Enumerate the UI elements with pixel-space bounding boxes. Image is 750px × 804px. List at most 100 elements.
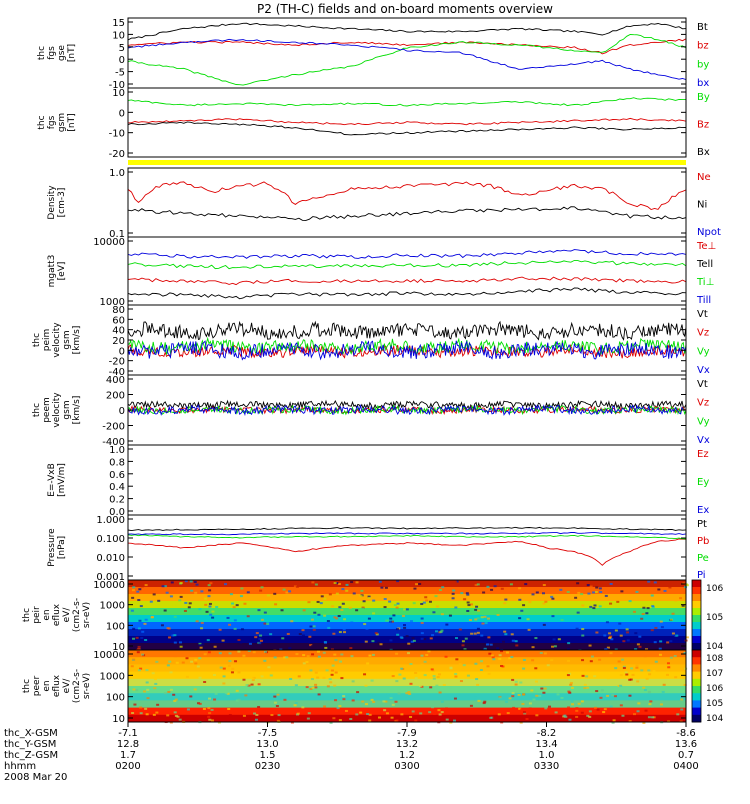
spectrogram-cell <box>568 672 572 675</box>
spectrogram-cell <box>547 705 551 708</box>
spectrogram-cell <box>345 583 349 586</box>
spectrogram-cell <box>590 622 594 625</box>
spectrogram-cell <box>438 588 442 591</box>
spectrogram-cell <box>140 636 144 639</box>
spectrogram-cell <box>523 712 527 715</box>
spectrogram-cell <box>172 603 176 606</box>
spectrogram-cell <box>363 673 367 676</box>
spectrogram-cell <box>208 602 212 605</box>
spectrogram-cell <box>139 605 143 608</box>
spectrogram-cell <box>581 604 585 607</box>
spectrogram-cell <box>209 582 213 585</box>
spectrogram-cell <box>420 621 424 624</box>
spectrogram-cell <box>381 644 385 647</box>
y-tick-label: 0.010 <box>96 553 125 564</box>
spectrogram-cell <box>349 717 353 720</box>
spectrogram-cell <box>575 715 579 718</box>
spectrogram-cell <box>658 689 662 692</box>
spectrogram-cell <box>466 601 470 604</box>
spectrogram-cell <box>408 692 412 695</box>
y-tick-label: -10 <box>109 80 125 91</box>
spectrogram-cell <box>338 705 342 708</box>
legend-Tell: Tell <box>696 259 713 270</box>
spectrogram-cell <box>282 588 286 591</box>
x-row-label: thc_Z-GSM <box>4 750 58 761</box>
spectrogram-cell <box>517 693 521 696</box>
spectrogram-cell <box>407 690 411 693</box>
spectrogram-cell <box>664 611 668 614</box>
spectrogram-cell <box>440 629 444 632</box>
spectrogram-cell <box>351 699 355 702</box>
spectrogram-cell <box>476 683 480 686</box>
spectrogram-cell <box>390 716 394 719</box>
x-tick-label: -7.1 <box>118 728 138 739</box>
spectrogram-cell <box>476 631 480 634</box>
spectrogram-cell <box>325 669 329 672</box>
y-axis-label-line: peir <box>32 606 42 624</box>
spectrogram-cell <box>400 667 404 670</box>
spectrogram-cell <box>616 600 620 603</box>
spectrogram-cell <box>606 694 610 697</box>
spectrogram-cell <box>283 698 287 701</box>
spectrogram-cell <box>503 602 507 605</box>
y-tick-label: 10 <box>112 642 125 653</box>
spectrogram-cell <box>259 589 263 592</box>
spectrogram-cell <box>335 582 339 585</box>
spectrogram-cell <box>557 638 561 641</box>
spectrogram-band <box>128 629 686 637</box>
spectrogram-cell <box>466 609 470 612</box>
y-tick-label: 10 <box>112 88 125 99</box>
spectrogram-cell <box>237 698 241 701</box>
spectrogram-cell <box>432 675 436 678</box>
spectrogram-cell <box>476 627 480 630</box>
spectrogram-cell <box>350 621 354 624</box>
spectrogram-cell <box>396 633 400 636</box>
spectrogram-cell <box>368 654 372 657</box>
spectrogram-cell <box>334 699 338 702</box>
y-axis-label-line: thc <box>32 403 42 417</box>
spectrogram-cell <box>610 638 614 641</box>
spectrogram-cell <box>131 596 135 599</box>
spectrogram-cell <box>490 588 494 591</box>
x-tick-label: 13.0 <box>256 739 278 750</box>
spectrogram-cell <box>683 683 687 686</box>
spectrogram-cell <box>185 675 189 678</box>
spectrogram-cell <box>543 652 547 655</box>
spectrogram-cell <box>470 632 474 635</box>
panel-frame <box>127 304 687 376</box>
spectrogram-cell <box>389 697 393 700</box>
spectrogram-cell <box>221 639 225 642</box>
spectrogram-cell <box>171 634 175 637</box>
spectrogram-cell <box>495 602 499 605</box>
spectrogram-cell <box>629 678 633 681</box>
spectrogram-cell <box>213 698 217 701</box>
spectrogram-cell <box>414 719 418 722</box>
spectrogram-cell <box>226 692 230 695</box>
spectrogram-cell <box>189 695 193 698</box>
y-axis-label: Density [cm-3] <box>47 185 67 220</box>
y-axis-label-line: (cm2-s- <box>72 598 82 632</box>
spectrogram-cell <box>331 605 335 608</box>
spectrogram-cell <box>314 683 318 686</box>
spectrogram-cell <box>605 621 609 624</box>
colorbar-segment <box>692 601 701 609</box>
spectrogram-cell <box>603 634 607 637</box>
spectrogram-cell <box>290 721 294 724</box>
spectrogram-cell <box>576 611 580 614</box>
spectrogram-cell <box>496 613 500 616</box>
spectrogram-cell <box>174 714 178 717</box>
spectrogram-cell <box>468 619 472 622</box>
spectrogram-cell <box>149 600 153 603</box>
spectrogram-cell <box>429 686 433 689</box>
spectrogram-cell <box>166 714 170 717</box>
y-tick-label: -400 <box>102 437 125 448</box>
spectrogram-cell <box>311 581 315 584</box>
y-axis-label-line: gse <box>57 45 67 61</box>
y-axis-label-line: fgs <box>47 115 57 129</box>
spectrogram-cell <box>431 706 435 709</box>
series-line-Bt <box>128 22 686 41</box>
spectrogram-cell <box>266 594 270 597</box>
spectrogram-cell <box>235 689 239 692</box>
spectrogram-cell <box>341 588 345 591</box>
